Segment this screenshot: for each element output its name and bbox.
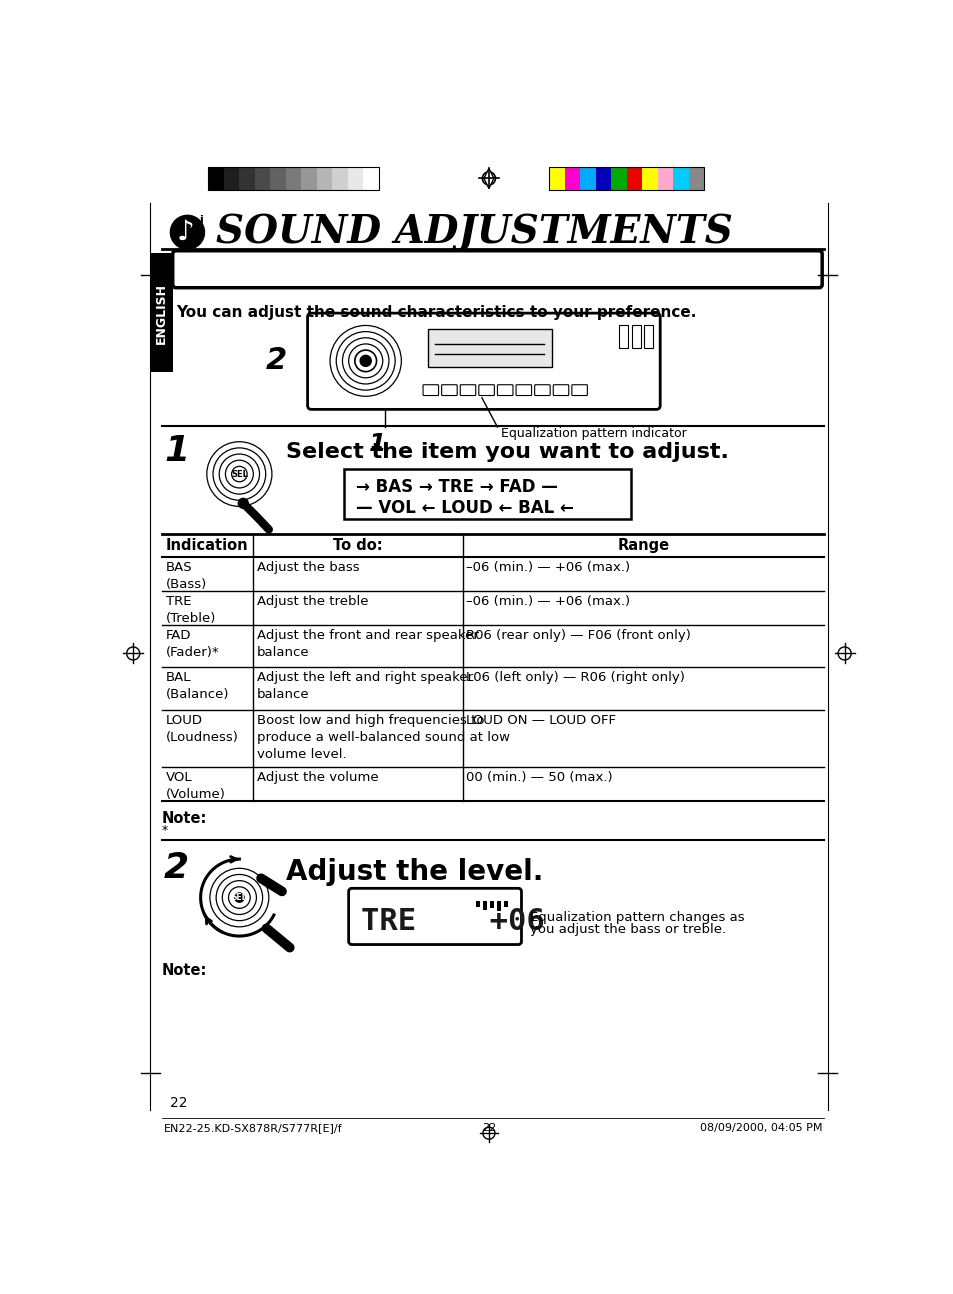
- Bar: [316, 167, 332, 190]
- Text: LOUD ON — LOUD OFF: LOUD ON — LOUD OFF: [466, 713, 616, 726]
- Bar: [658, 167, 673, 190]
- Text: –06 (min.) — +06 (max.): –06 (min.) — +06 (max.): [466, 562, 630, 575]
- Text: 1: 1: [164, 433, 189, 468]
- Text: you adjust the bass or treble.: you adjust the bass or treble.: [530, 923, 725, 936]
- Text: Adjust the left and right speaker
balance: Adjust the left and right speaker balanc…: [257, 672, 473, 701]
- Bar: [348, 167, 363, 190]
- FancyBboxPatch shape: [441, 384, 456, 396]
- Bar: [497, 901, 500, 911]
- Text: Adjust the volume: Adjust the volume: [257, 771, 378, 784]
- FancyBboxPatch shape: [553, 384, 568, 396]
- Text: 08/09/2000, 04:05 PM: 08/09/2000, 04:05 PM: [700, 1123, 822, 1134]
- Text: 1: 1: [368, 432, 386, 457]
- Text: — VOL ← LOUD ← BAL ←: — VOL ← LOUD ← BAL ←: [355, 499, 573, 518]
- Text: Select the item you want to adjust.: Select the item you want to adjust.: [286, 441, 728, 462]
- Text: Adjust the level.: Adjust the level.: [286, 858, 542, 885]
- Text: BAL
(Balance): BAL (Balance): [166, 672, 229, 701]
- Text: Indication: Indication: [166, 538, 248, 553]
- Bar: [626, 167, 641, 190]
- FancyBboxPatch shape: [534, 384, 550, 396]
- Bar: [673, 167, 688, 190]
- Circle shape: [234, 893, 244, 902]
- FancyBboxPatch shape: [348, 888, 521, 945]
- Circle shape: [171, 215, 204, 250]
- Bar: [489, 901, 494, 908]
- Text: R06 (rear only) — F06 (front only): R06 (rear only) — F06 (front only): [466, 629, 691, 642]
- Text: Note:: Note:: [162, 963, 207, 978]
- Text: SEL: SEL: [232, 893, 247, 902]
- Bar: [208, 167, 378, 190]
- Bar: [549, 167, 703, 190]
- Bar: [549, 167, 564, 190]
- Bar: [596, 167, 611, 190]
- Bar: [611, 167, 626, 190]
- Bar: [301, 167, 316, 190]
- FancyBboxPatch shape: [422, 384, 438, 396]
- Bar: [643, 325, 653, 348]
- Text: Boost low and high frequencies to
produce a well-balanced sound at low
volume le: Boost low and high frequencies to produc…: [257, 713, 510, 761]
- Text: TRE
(Treble): TRE (Treble): [166, 595, 216, 625]
- Text: L06 (left only) — R06 (right only): L06 (left only) — R06 (right only): [466, 672, 684, 685]
- Text: 22: 22: [481, 1123, 496, 1134]
- Bar: [476, 901, 480, 907]
- Bar: [208, 167, 224, 190]
- Bar: [239, 167, 254, 190]
- Bar: [482, 901, 487, 910]
- FancyBboxPatch shape: [307, 313, 659, 409]
- Text: Equalization pattern indicator: Equalization pattern indicator: [500, 427, 686, 440]
- Bar: [631, 325, 640, 348]
- Text: 22: 22: [170, 1096, 187, 1110]
- Bar: [641, 167, 658, 190]
- Bar: [332, 167, 348, 190]
- FancyBboxPatch shape: [172, 251, 821, 287]
- Bar: [270, 167, 286, 190]
- FancyBboxPatch shape: [516, 384, 531, 396]
- Text: TRE    +06: TRE +06: [360, 907, 544, 936]
- Text: Range: Range: [617, 538, 669, 553]
- Bar: [363, 167, 378, 190]
- Text: i: i: [198, 215, 202, 225]
- Text: 2: 2: [266, 347, 287, 375]
- Bar: [427, 329, 551, 367]
- Text: ENGLISH: ENGLISH: [155, 282, 168, 344]
- Text: To do:: To do:: [333, 538, 382, 553]
- Text: ♪: ♪: [177, 219, 194, 246]
- FancyBboxPatch shape: [459, 384, 476, 396]
- Text: Equalization pattern changes as: Equalization pattern changes as: [530, 911, 744, 924]
- Text: *: *: [162, 824, 168, 837]
- Text: BAS
(Bass): BAS (Bass): [166, 562, 207, 591]
- Text: 00 (min.) — 50 (max.): 00 (min.) — 50 (max.): [466, 771, 613, 784]
- Text: –06 (min.) — +06 (max.): –06 (min.) — +06 (max.): [466, 595, 630, 608]
- Text: Adjust the bass: Adjust the bass: [257, 562, 359, 575]
- Bar: [564, 167, 579, 190]
- FancyBboxPatch shape: [497, 384, 513, 396]
- Polygon shape: [483, 168, 494, 189]
- Text: VOL
(Volume): VOL (Volume): [166, 771, 226, 801]
- Text: Adjust the treble: Adjust the treble: [257, 595, 368, 608]
- Text: SEL: SEL: [231, 470, 248, 479]
- Text: 2: 2: [164, 851, 189, 885]
- Bar: [688, 167, 703, 190]
- Text: Note:: Note:: [162, 810, 207, 826]
- Circle shape: [360, 356, 371, 366]
- Text: FAD
(Fader)*: FAD (Fader)*: [166, 629, 219, 659]
- FancyBboxPatch shape: [478, 384, 494, 396]
- Bar: [618, 325, 628, 348]
- Circle shape: [238, 498, 248, 509]
- Bar: [224, 167, 239, 190]
- FancyBboxPatch shape: [571, 384, 587, 396]
- Text: → BAS → TRE → FAD —: → BAS → TRE → FAD —: [355, 477, 557, 496]
- Text: SOUND ADJUSTMENTS: SOUND ADJUSTMENTS: [216, 214, 732, 251]
- Text: Adjust the front and rear speaker
balance: Adjust the front and rear speaker balanc…: [257, 629, 478, 659]
- Text: EN22-25.KD-SX878R/S777R[E]/f: EN22-25.KD-SX878R/S777R[E]/f: [164, 1123, 342, 1134]
- Text: You can adjust the sound characteristics to your preference.: You can adjust the sound characteristics…: [175, 305, 696, 321]
- Bar: [344, 468, 630, 519]
- Bar: [254, 167, 270, 190]
- Bar: [579, 167, 596, 190]
- Bar: [286, 167, 301, 190]
- Bar: [150, 254, 173, 373]
- Bar: [503, 901, 508, 907]
- Text: LOUD
(Loudness): LOUD (Loudness): [166, 713, 238, 744]
